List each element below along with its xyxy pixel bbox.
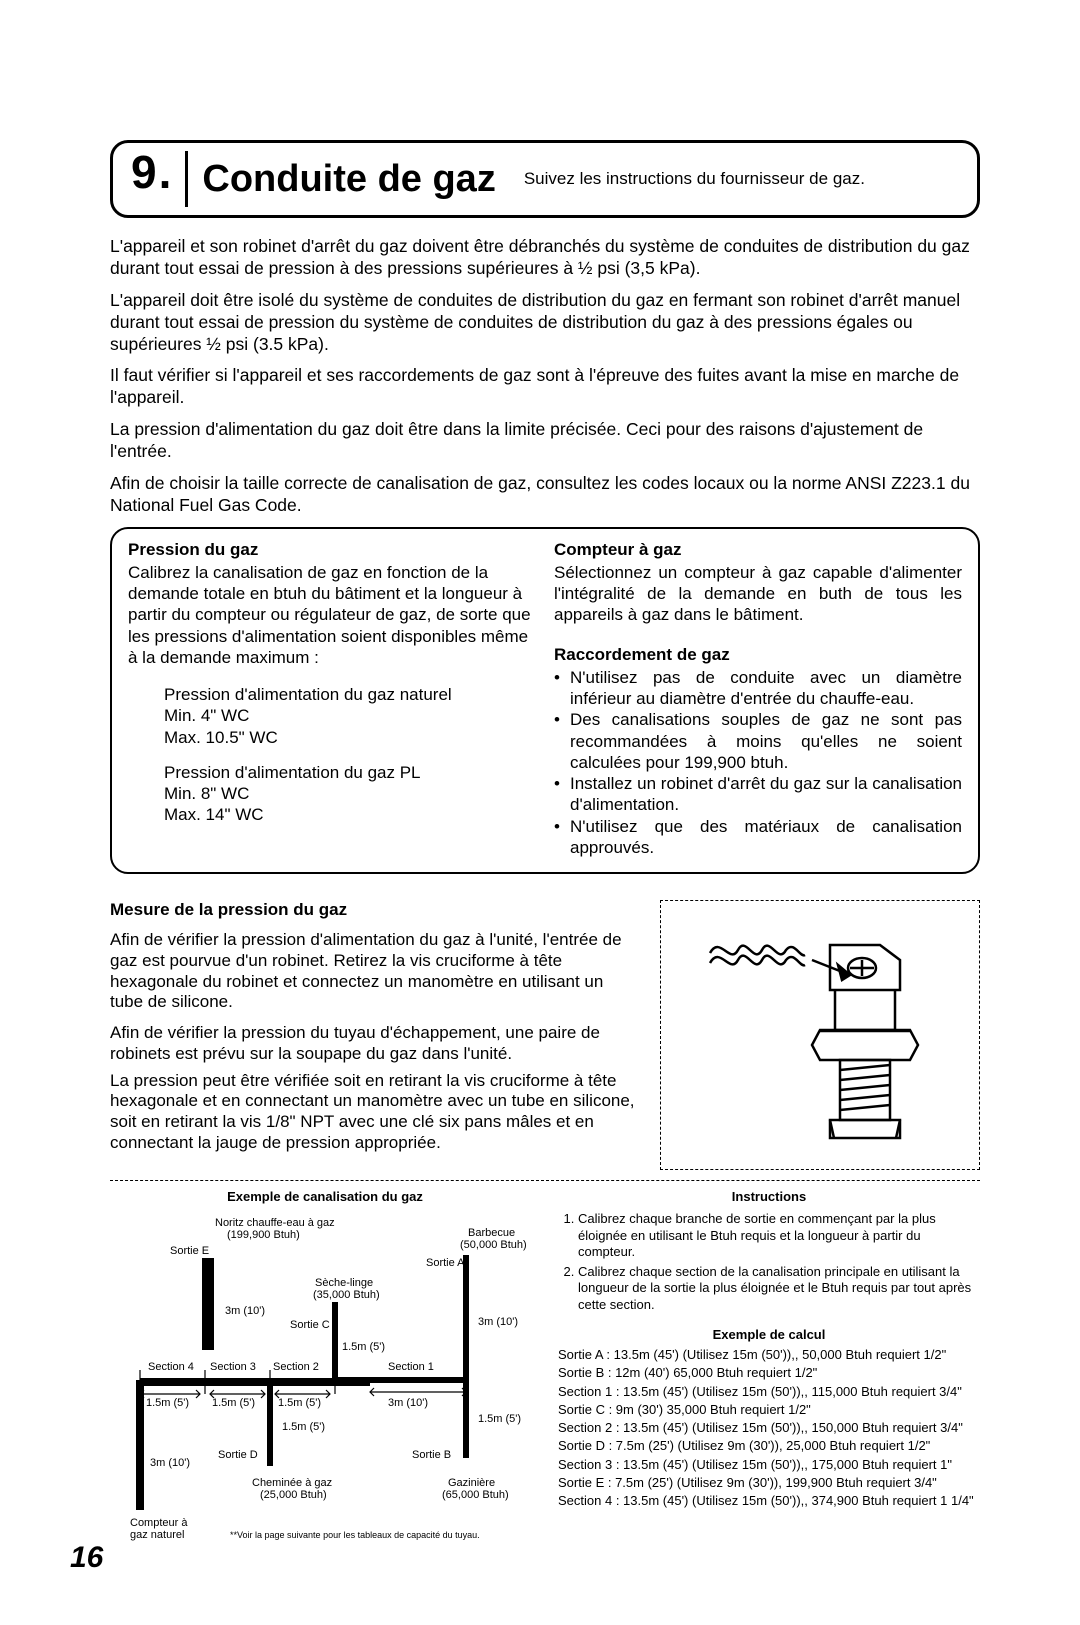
svg-text:Gazinière: Gazinière: [448, 1477, 495, 1489]
svg-text:gaz naturel: gaz naturel: [130, 1529, 184, 1541]
svg-text:3m (10'): 3m (10'): [225, 1305, 265, 1317]
svg-text:(65,000 Btuh): (65,000 Btuh): [442, 1489, 509, 1501]
section-number: 9.: [127, 151, 188, 207]
valve-diagram: [660, 900, 980, 1170]
calc-D: Sortie D : 7.5m (25') (Utilisez 9m (30')…: [558, 1438, 980, 1454]
paragraph-4: La pression d'alimentation du gaz doit ê…: [110, 419, 980, 463]
svg-text:Section 3: Section 3: [210, 1361, 256, 1373]
pipe-svg: Noritz chauffe-eau à gaz (199,900 Btuh) …: [110, 1210, 540, 1560]
meter-body: Sélectionnez un compteur à gaz capable d…: [554, 562, 962, 626]
measure-title: Mesure de la pression du gaz: [110, 900, 636, 920]
svg-text:1.5m (5'): 1.5m (5'): [342, 1341, 385, 1353]
meter-title: Compteur à gaz: [554, 539, 962, 560]
natural-gas-spec: Pression d'alimentation du gaz naturel M…: [164, 684, 536, 748]
svg-text:Compteur à: Compteur à: [130, 1517, 188, 1529]
bullet-1: N'utilisez pas de conduite avec un diamè…: [554, 667, 962, 710]
page: 9. Conduite de gaz Suivez les instructio…: [0, 0, 1080, 1625]
pressure-title: Pression du gaz: [128, 539, 536, 560]
pipe-title: Exemple de canalisation du gaz: [110, 1189, 540, 1204]
svg-text:Cheminée à gaz: Cheminée à gaz: [252, 1477, 332, 1489]
paragraph-1: L'appareil et son robinet d'arrêt du gaz…: [110, 236, 980, 280]
nat-min: Min. 4" WC: [164, 705, 536, 726]
svg-text:1.5m (5'): 1.5m (5'): [212, 1397, 255, 1409]
nat-title: Pression d'alimentation du gaz naturel: [164, 684, 536, 705]
measure-text: Mesure de la pression du gaz Afin de vér…: [110, 900, 636, 1170]
calc-title: Exemple de calcul: [558, 1327, 980, 1343]
svg-text:Sortie A: Sortie A: [426, 1257, 465, 1269]
calc-A: Sortie A : 13.5m (45') (Utilisez 15m (50…: [558, 1347, 980, 1363]
section-subtitle: Suivez les instructions du fournisseur d…: [496, 169, 865, 189]
valve-svg: [700, 920, 940, 1150]
instruction-1: Calibrez chaque branche de sortie en com…: [578, 1211, 980, 1260]
svg-text:Section 2: Section 2: [273, 1361, 319, 1373]
pressure-body: Calibrez la canalisation de gaz en fonct…: [128, 562, 536, 668]
svg-text:(199,900 Btuh): (199,900 Btuh): [227, 1229, 300, 1241]
calc-C: Sortie C : 9m (30') 35,000 Btuh requiert…: [558, 1402, 980, 1418]
body-text: L'appareil et son robinet d'arrêt du gaz…: [110, 236, 980, 517]
section-title: Conduite de gaz: [188, 158, 495, 201]
svg-text:Sortie C: Sortie C: [290, 1319, 330, 1331]
instructions-list: Calibrez chaque branche de sortie en com…: [558, 1211, 980, 1313]
svg-text:1.5m (5'): 1.5m (5'): [478, 1413, 521, 1425]
bullet-2: Des canalisations souples de gaz ne sont…: [554, 709, 962, 773]
pressure-specs: Pression d'alimentation du gaz naturel M…: [128, 684, 536, 826]
svg-text:1.5m (5'): 1.5m (5'): [278, 1397, 321, 1409]
calc-4: Section 4 : 13.5m (45') (Utilisez 15m (5…: [558, 1493, 980, 1509]
measure-p2: Afin de vérifier la pression du tuyau d'…: [110, 1023, 636, 1064]
svg-text:Sortie D: Sortie D: [218, 1449, 258, 1461]
pl-max: Max. 14" WC: [164, 804, 536, 825]
bullet-3: Installez un robinet d'arrêt du gaz sur …: [554, 773, 962, 816]
svg-text:**Voir la page suivante pour l: **Voir la page suivante pour les tableau…: [230, 1530, 480, 1540]
svg-text:Sortie E: Sortie E: [170, 1245, 209, 1257]
section-header: 9. Conduite de gaz Suivez les instructio…: [110, 140, 980, 218]
svg-text:Noritz chauffe-eau à gaz: Noritz chauffe-eau à gaz: [215, 1217, 335, 1229]
svg-text:Barbecue: Barbecue: [468, 1227, 515, 1239]
calc-B: Sortie B : 12m (40') 65,000 Btuh requier…: [558, 1365, 980, 1381]
svg-text:(25,000 Btuh): (25,000 Btuh): [260, 1489, 327, 1501]
paragraph-2: L'appareil doit être isolé du système de…: [110, 290, 980, 356]
calc-3: Section 3 : 13.5m (45') (Utilisez 15m (5…: [558, 1457, 980, 1473]
left-info: Pression du gaz Calibrez la canalisation…: [128, 539, 536, 859]
pl-title: Pression d'alimentation du gaz PL: [164, 762, 536, 783]
measure-row: Mesure de la pression du gaz Afin de vér…: [110, 900, 980, 1170]
svg-text:3m (10'): 3m (10'): [478, 1316, 518, 1328]
instruction-2: Calibrez chaque section de la canalisati…: [578, 1264, 980, 1313]
calc-2: Section 2 : 13.5m (45') (Utilisez 15m (5…: [558, 1420, 980, 1436]
paragraph-5: Afin de choisir la taille correcte de ca…: [110, 473, 980, 517]
svg-text:(35,000 Btuh): (35,000 Btuh): [313, 1289, 380, 1301]
svg-text:Section 1: Section 1: [388, 1361, 434, 1373]
svg-text:3m (10'): 3m (10'): [388, 1397, 428, 1409]
measure-p1: Afin de vérifier la pression d'alimentat…: [110, 930, 636, 1013]
svg-text:1.5m (5'): 1.5m (5'): [146, 1397, 189, 1409]
svg-text:3m (10'): 3m (10'): [150, 1457, 190, 1469]
instructions-title: Instructions: [558, 1189, 980, 1205]
section-number-dot: .: [159, 145, 172, 199]
svg-text:Section 4: Section 4: [148, 1361, 194, 1373]
connection-block: Raccordement de gaz N'utilisez pas de co…: [554, 644, 962, 859]
svg-text:1.5m (5'): 1.5m (5'): [282, 1421, 325, 1433]
pl-gas-spec: Pression d'alimentation du gaz PL Min. 8…: [164, 762, 536, 826]
instructions-column: Instructions Calibrez chaque branche de …: [558, 1189, 980, 1565]
conn-title: Raccordement de gaz: [554, 644, 962, 665]
conn-bullets: N'utilisez pas de conduite avec un diamè…: [554, 667, 962, 858]
paragraph-3: Il faut vérifier si l'appareil et ses ra…: [110, 365, 980, 409]
svg-text:Sèche-linge: Sèche-linge: [315, 1277, 373, 1289]
measure-p3: La pression peut être vérifiée soit en r…: [110, 1071, 636, 1154]
page-number: 16: [70, 1541, 103, 1575]
bullet-4: N'utilisez que des matériaux de canalisa…: [554, 816, 962, 859]
svg-text:Sortie B: Sortie B: [412, 1449, 451, 1461]
calc-1: Section 1 : 13.5m (45') (Utilisez 15m (5…: [558, 1384, 980, 1400]
bottom-row: Exemple de canalisation du gaz Noritz ch…: [110, 1180, 980, 1565]
nat-max: Max. 10.5" WC: [164, 727, 536, 748]
svg-text:(50,000 Btuh): (50,000 Btuh): [460, 1239, 527, 1251]
right-info: Compteur à gaz Sélectionnez un compteur …: [536, 539, 962, 859]
section-number-digit: 9: [131, 145, 157, 199]
pl-min: Min. 8" WC: [164, 783, 536, 804]
calc-E: Sortie E : 7.5m (25') (Utilisez 9m (30')…: [558, 1475, 980, 1491]
info-box: Pression du gaz Calibrez la canalisation…: [110, 527, 980, 875]
pipe-column: Exemple de canalisation du gaz Noritz ch…: [110, 1189, 540, 1565]
